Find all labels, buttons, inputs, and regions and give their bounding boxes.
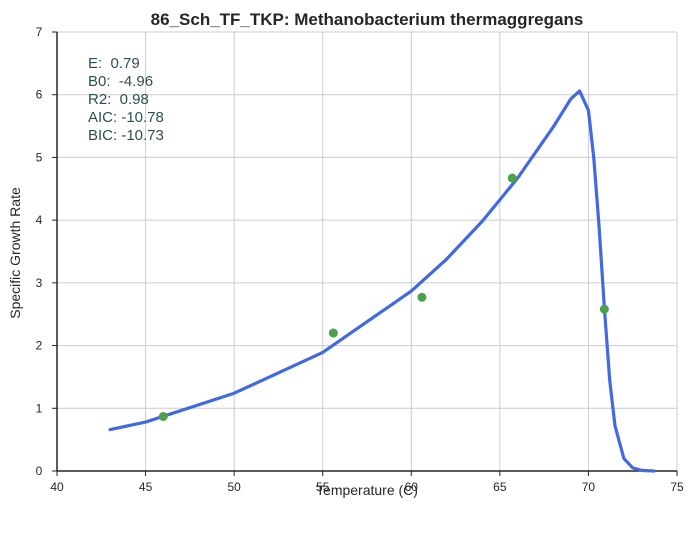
y-tick-label: 5: [36, 150, 43, 164]
x-tick-label: 40: [50, 480, 64, 494]
fit-stat-annotation: AIC: -10.78: [88, 109, 164, 126]
grid-layer: [56, 31, 678, 472]
x-tick-label: 50: [227, 480, 241, 494]
x-tick-label: 45: [139, 480, 153, 494]
y-tick-label: 6: [36, 88, 43, 102]
x-tick-label: 75: [670, 480, 684, 494]
x-tick-label: 70: [582, 480, 596, 494]
y-tick-label: 3: [36, 276, 43, 290]
data-point: [599, 304, 609, 314]
data-point: [507, 173, 517, 183]
data-point: [158, 411, 168, 421]
chart-title: 86_Sch_TF_TKP: Methanobacterium thermagg…: [151, 10, 584, 29]
y-tick-label: 1: [36, 401, 43, 415]
y-tick-label: 7: [36, 25, 43, 39]
fit-stat-annotation: B0: -4.96: [88, 73, 153, 90]
data-point: [417, 292, 427, 302]
y-axis-label: Specific Growth Rate: [7, 187, 23, 319]
x-tick-label: 60: [405, 480, 419, 494]
data-point: [328, 328, 338, 338]
y-tick-label: 0: [36, 464, 43, 478]
x-axis-label: Temperature (C): [316, 482, 418, 498]
y-tick-label: 4: [36, 213, 43, 227]
fit-stat-annotation: E: 0.79: [88, 55, 140, 72]
x-tick-label: 65: [493, 480, 507, 494]
fitted-curve: [108, 89, 656, 473]
x-tick-label: 55: [316, 480, 330, 494]
series-layer: [108, 89, 656, 473]
fit-stat-annotation: BIC: -10.73: [88, 127, 164, 144]
y-tick-label: 2: [36, 339, 43, 353]
fit-stat-annotation: R2: 0.98: [88, 91, 149, 108]
